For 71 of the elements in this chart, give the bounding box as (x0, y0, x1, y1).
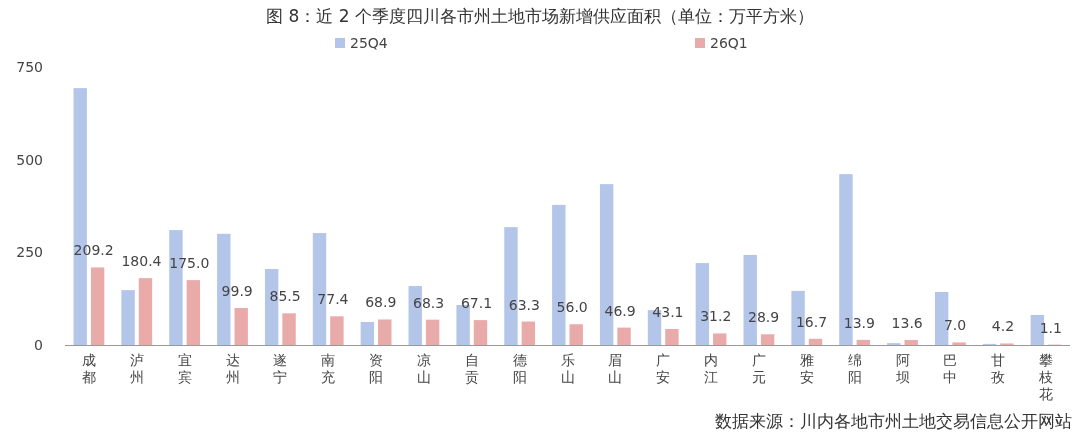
x-tick-label: 南充 (321, 352, 336, 385)
y-tick-label: 0 (34, 337, 43, 353)
bar (138, 278, 153, 345)
bar (282, 313, 296, 345)
data-label: 43.1 (652, 304, 684, 321)
data-label: 28.9 (748, 309, 780, 326)
x-tick-label: 泸州 (129, 352, 144, 385)
bar (856, 339, 871, 345)
bar (360, 322, 375, 345)
bar (713, 333, 727, 345)
bar (760, 334, 775, 345)
data-label: 85.5 (269, 288, 301, 305)
data-label: 180.4 (121, 253, 162, 270)
source-note: 数据来源：川内各地市州土地交易信息公开网站 (715, 411, 1072, 431)
data-label: 77.4 (317, 291, 349, 308)
data-label: 175.0 (169, 255, 210, 272)
x-tick-label: 绵阳 (847, 352, 862, 385)
chart-title: 图 8：近 2 个季度四川各市州土地市场新增供应面积（单位：万平方米） (266, 6, 814, 26)
x-tick-label: 广安 (656, 352, 671, 385)
data-label: 31.2 (700, 308, 732, 325)
data-label: 16.7 (795, 313, 828, 330)
x-tick-label: 凉山 (416, 352, 431, 385)
bar (425, 319, 440, 345)
bar (186, 280, 201, 345)
data-label: 63.3 (508, 296, 540, 313)
data-label: 56.0 (556, 299, 588, 316)
x-tick-label: 资阳 (369, 352, 384, 385)
bar (665, 329, 679, 345)
bar (378, 319, 392, 345)
x-tick-label: 乐山 (560, 352, 575, 385)
data-label: 1.1 (1039, 319, 1062, 336)
legend-label: 25Q4 (350, 35, 388, 51)
x-tick-label: 宜宾 (177, 352, 192, 385)
bar (569, 324, 583, 345)
x-tick-label: 雅安 (799, 352, 814, 385)
bar (330, 316, 344, 345)
data-label: 68.3 (413, 294, 445, 311)
x-tick-label: 甘孜 (991, 352, 1006, 385)
data-label: 4.2 (991, 318, 1015, 335)
data-label: 13.9 (843, 314, 875, 331)
bar (617, 327, 631, 345)
data-label: 99.9 (221, 282, 253, 299)
x-tick-label: 广元 (751, 352, 766, 385)
data-label: 68.9 (365, 294, 397, 311)
bar (904, 339, 918, 345)
bar (808, 338, 823, 345)
data-label: 13.6 (891, 314, 923, 331)
x-tick-label: 攀枝花 (1038, 352, 1054, 402)
data-label: 209.2 (73, 242, 114, 259)
x-tick-label: 德阳 (512, 352, 527, 385)
y-tick-label: 250 (16, 244, 43, 261)
data-label: 67.1 (460, 295, 493, 312)
x-tick-label: 巴中 (943, 352, 958, 385)
data-label: 46.9 (604, 302, 636, 319)
x-tick-label: 达州 (225, 352, 240, 385)
x-tick-label: 自贡 (464, 352, 479, 385)
bar (234, 307, 248, 345)
bar (121, 290, 135, 345)
x-tick-label: 阿坝 (894, 352, 910, 385)
x-tick-label: 眉山 (608, 352, 623, 385)
y-tick-label: 750 (16, 59, 43, 75)
data-label: 7.0 (943, 317, 967, 334)
bar (521, 321, 536, 345)
x-tick-label: 内江 (704, 352, 719, 385)
y-tick-label: 500 (16, 151, 43, 168)
bar (952, 342, 966, 345)
x-tick-label: 成都 (81, 352, 96, 385)
legend-label: 26Q1 (710, 35, 748, 51)
bar (90, 267, 105, 345)
bar (473, 320, 488, 345)
x-tick-label: 遂宁 (273, 352, 288, 385)
